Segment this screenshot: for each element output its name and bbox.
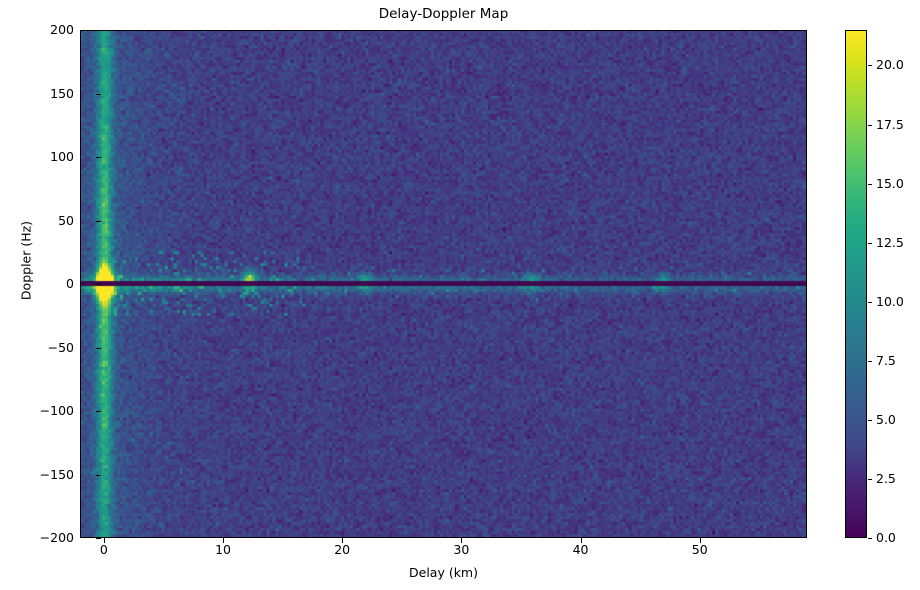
colorbar-tick-label: 15.0 <box>876 175 904 191</box>
colorbar-tick-mark <box>868 301 872 303</box>
colorbar-tick-mark <box>868 242 872 244</box>
x-tick-mark <box>223 538 225 543</box>
y-tick-label: 50 <box>58 212 74 228</box>
x-tick-label: 50 <box>691 542 708 557</box>
colorbar-tick-label: 0.0 <box>876 530 896 545</box>
colorbar-tick-label: 7.5 <box>876 352 896 368</box>
colorbar-tick-label: 5.0 <box>876 411 896 427</box>
x-tick-mark <box>580 538 582 543</box>
colorbar-tick-label: 17.5 <box>876 116 904 132</box>
y-tick-mark <box>96 284 101 285</box>
y-tick-label: −200 <box>39 530 74 545</box>
x-tick-mark <box>699 538 701 543</box>
y-tick-label: 150 <box>50 85 74 101</box>
y-tick-mark <box>96 93 101 95</box>
y-tick-mark <box>96 30 101 31</box>
y-tick-mark <box>96 411 101 412</box>
y-axis-label: Doppler (Hz) <box>18 220 34 301</box>
x-tick-mark <box>342 538 344 543</box>
y-tick-label: −150 <box>39 466 74 482</box>
x-tick-mark <box>461 538 463 543</box>
x-tick-mark <box>103 538 105 543</box>
y-tick-label: −50 <box>47 339 74 355</box>
y-tick-label: 200 <box>50 22 74 37</box>
y-tick-mark <box>96 538 101 539</box>
delay-doppler-heatmap <box>81 31 806 537</box>
colorbar-tick-label: 2.5 <box>876 470 896 486</box>
colorbar-tick-labels: 0.0 2.5 5.0 7.5 10.0 12.5 15.0 17.5 20.0 <box>868 30 918 544</box>
y-tick-mark <box>96 474 101 476</box>
colorbar-tick-mark <box>868 65 872 67</box>
colorbar-tick-mark <box>868 360 872 362</box>
x-tick-label: 20 <box>334 542 351 557</box>
y-tick-mark <box>96 220 101 222</box>
colorbar-tick-mark <box>868 419 872 421</box>
x-axis-label: Delay (km) <box>409 565 478 580</box>
colorbar <box>845 30 867 538</box>
colorbar-tick-label: 10.0 <box>876 293 904 309</box>
colorbar-tick-mark <box>868 124 872 126</box>
page-title: Delay-Doppler Map <box>378 6 509 22</box>
colorbar-tick-mark <box>868 478 872 480</box>
x-tick-label: 40 <box>572 542 589 557</box>
x-axis-tick-labels: 0 10 20 30 40 50 <box>80 542 807 562</box>
y-tick-label: 100 <box>50 149 74 164</box>
y-axis-tick-labels: 200 150 100 50 0 −50 −100 −150 −200 <box>22 23 101 544</box>
y-tick-mark <box>96 157 101 158</box>
x-tick-label: 10 <box>215 542 231 557</box>
y-tick-label: −100 <box>39 403 74 418</box>
y-tick-mark <box>96 347 101 349</box>
colorbar-tick-mark <box>868 538 872 539</box>
colorbar-tick-mark <box>868 183 872 185</box>
colorbar-tick-label: 20.0 <box>876 57 904 73</box>
colorbar-tick-label: 12.5 <box>876 234 904 250</box>
x-tick-label: 30 <box>453 542 470 557</box>
heatmap-plot-area <box>80 30 807 538</box>
y-tick-label: 0 <box>66 276 74 291</box>
x-tick-label: 0 <box>99 542 108 557</box>
